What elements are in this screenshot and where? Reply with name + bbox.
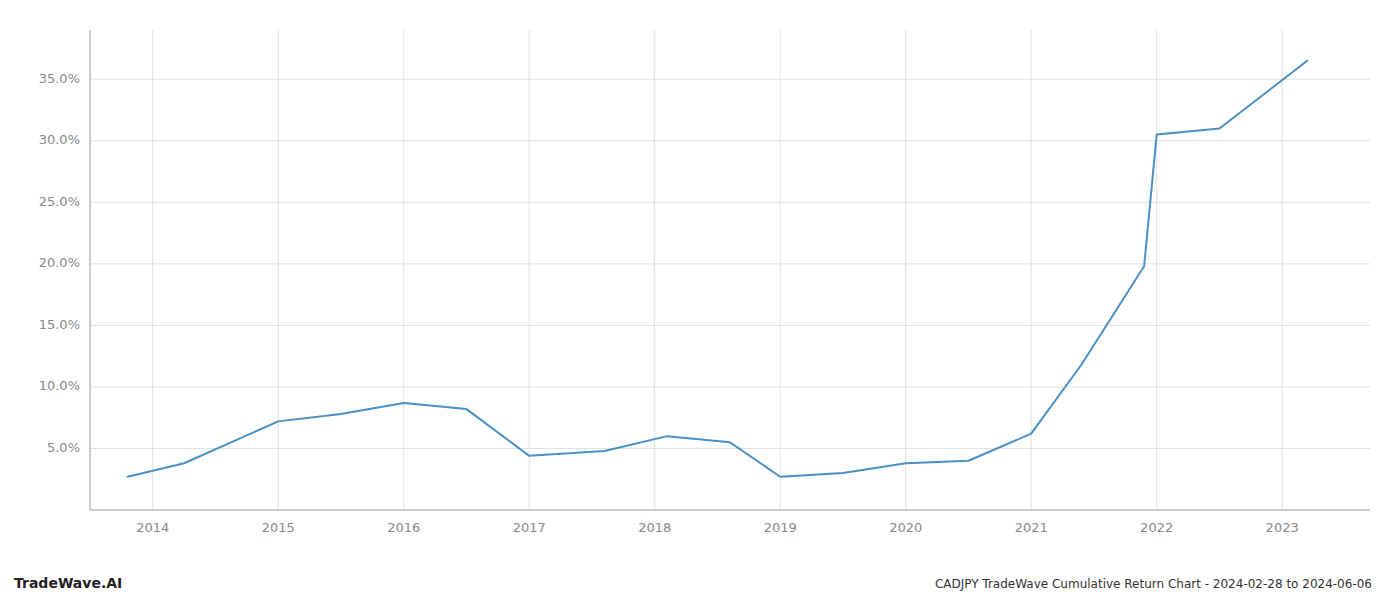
x-axis-line bbox=[90, 510, 1370, 511]
chart-title: CADJPY TradeWave Cumulative Return Chart… bbox=[935, 577, 1372, 591]
axes: 5.0% 10.0% 15.0% 20.0% 25.0% 30.0% 35.0% 2014 20… bbox=[39, 30, 1370, 535]
y-grid-line bbox=[90, 448, 1370, 449]
x-grid-line bbox=[905, 30, 906, 510]
x-grid-line bbox=[529, 30, 530, 510]
chart-svg: 5.0% 10.0% 15.0% 20.0% 25.0% 30.0% 35.0% 2014 20… bbox=[0, 0, 1400, 600]
y-grid-line bbox=[90, 325, 1370, 326]
y-tick-label: 20.0% bbox=[39, 255, 80, 270]
x-tick-label: 2023 bbox=[1266, 520, 1299, 535]
grid bbox=[90, 30, 1370, 510]
x-tick-label: 2019 bbox=[764, 520, 797, 535]
x-grid-line bbox=[403, 30, 404, 510]
x-tick-label: 2014 bbox=[136, 520, 169, 535]
x-grid-line bbox=[278, 30, 279, 510]
y-tick-label: 25.0% bbox=[39, 194, 80, 209]
y-grid-line bbox=[90, 386, 1370, 387]
y-tick-label: 10.0% bbox=[39, 378, 80, 393]
y-axis-line bbox=[90, 30, 91, 510]
x-grid-line bbox=[780, 30, 781, 510]
y-tick-label: 5.0% bbox=[47, 440, 80, 455]
y-grid-line bbox=[90, 79, 1370, 80]
y-tick-label: 35.0% bbox=[39, 71, 80, 86]
x-tick-label: 2020 bbox=[889, 520, 922, 535]
y-grid-line bbox=[90, 140, 1370, 141]
chart-container: 5.0% 10.0% 15.0% 20.0% 25.0% 30.0% 35.0% 2014 20… bbox=[0, 0, 1400, 600]
y-grid-line bbox=[90, 263, 1370, 264]
return-line bbox=[128, 61, 1308, 477]
x-tick-label: 2016 bbox=[387, 520, 420, 535]
y-grid-line bbox=[90, 202, 1370, 203]
y-tick-label: 15.0% bbox=[39, 317, 80, 332]
x-grid-line bbox=[152, 30, 153, 510]
x-tick-label: 2015 bbox=[262, 520, 295, 535]
x-tick-label: 2017 bbox=[513, 520, 546, 535]
x-tick-label: 2022 bbox=[1140, 520, 1173, 535]
x-grid-line bbox=[1031, 30, 1032, 510]
x-grid-line bbox=[1282, 30, 1283, 510]
y-tick-label: 30.0% bbox=[39, 132, 80, 147]
watermark: TradeWave.AI bbox=[14, 575, 122, 591]
x-grid-line bbox=[1156, 30, 1157, 510]
x-tick-label: 2021 bbox=[1015, 520, 1048, 535]
data-group bbox=[128, 61, 1308, 477]
x-tick-label: 2018 bbox=[638, 520, 671, 535]
